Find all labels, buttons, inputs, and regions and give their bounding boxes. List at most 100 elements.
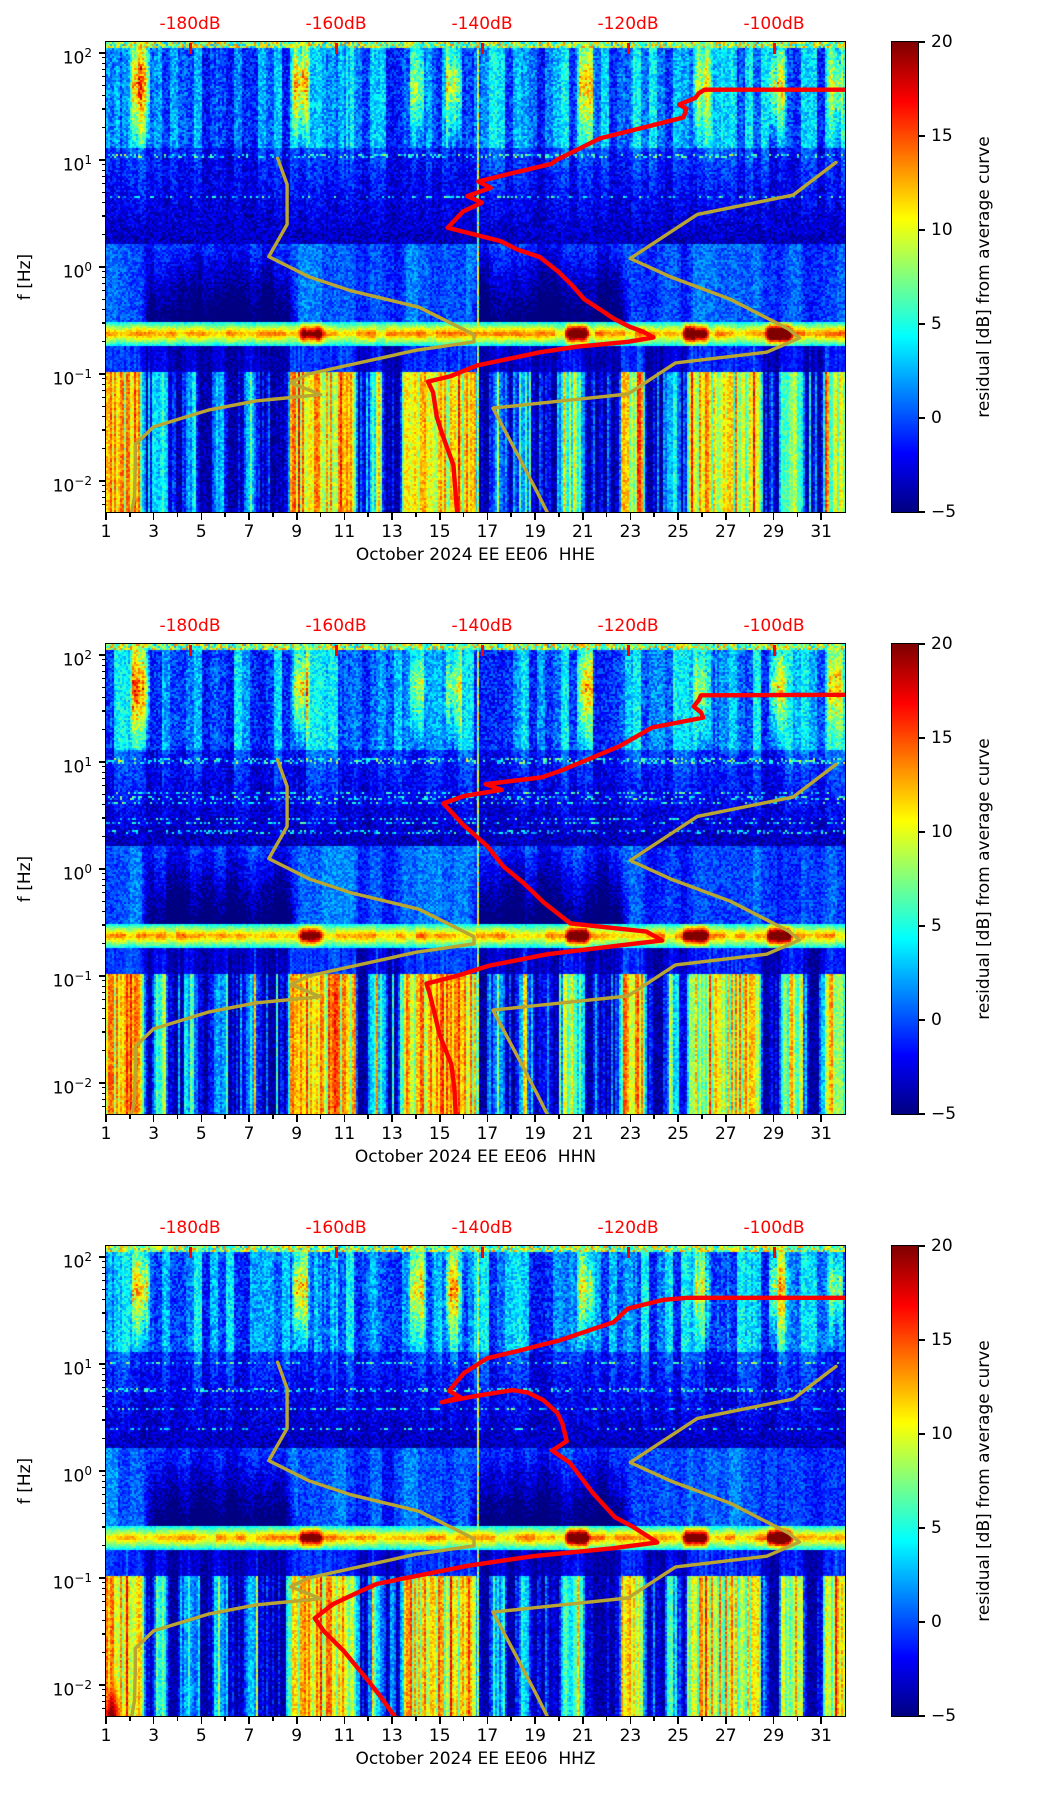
x-tick [295,513,298,520]
y-minor-tick [102,836,106,838]
y-minor-tick [102,169,106,171]
colorbar-tick-label: 0 [931,408,942,428]
x-tick-label: 25 [667,1124,689,1144]
x-tick-label: 27 [714,1124,737,1144]
y-tick-label: 10−2 [52,474,92,497]
top-db-label: -120dB [597,616,659,636]
y-minor-tick [102,127,106,129]
spectrogram-heatmap [106,42,845,512]
y-minor-tick [102,817,106,819]
y-tick-label: 10−1 [52,969,92,992]
y-minor-tick [102,1526,106,1528]
curve-overlay [130,1295,845,1716]
x-tick [629,513,632,520]
y-minor-tick [102,308,106,311]
x-tick [105,1115,107,1122]
top-db-tick [334,1247,338,1258]
x-tick-label: 5 [195,1726,207,1746]
colorbar-tick [919,41,925,43]
x-tick [486,1115,489,1122]
y-minor-tick [102,1050,106,1052]
top-db-label: -100dB [743,616,805,636]
x-tick [653,513,656,517]
colorbar-tick-label: −5 [931,502,957,522]
x-tick-label: 25 [667,1726,689,1746]
y-minor-tick [102,1395,106,1397]
y-minor-tick [102,448,106,450]
curve-overlay [130,87,845,512]
colorbar-tick [919,1621,925,1623]
y-minor-tick [102,201,106,204]
y-minor-tick [102,1652,106,1654]
y-minor-tick [102,1288,106,1290]
spectrogram-heatmap [106,644,845,1114]
y-minor-tick [102,793,106,795]
colorbar-tick [919,1339,925,1341]
x-tick [581,513,584,520]
colorbar-tick-label: 20 [931,1236,953,1256]
top-db-label: -160dB [305,616,367,636]
y-tick-label: 101 [62,755,92,778]
colorbar-tick-label: 15 [931,1330,953,1350]
x-tick-label: 5 [195,522,207,542]
y-minor-tick [102,1700,106,1703]
colorbar-tick-label: 15 [931,728,953,748]
x-tick [129,1115,131,1119]
y-tick-label: 102 [62,1250,92,1273]
x-tick-label: 29 [762,522,785,542]
x-tick [438,1115,441,1122]
x-tick [581,1717,584,1724]
colorbar-tick-label: −5 [931,1104,957,1124]
x-axis-title: October 2024 EE EE06 HHE [355,545,596,565]
x-tick [677,1717,679,1724]
x-tick-label: 19 [524,522,546,542]
y-minor-tick [102,729,106,731]
x-tick [534,1115,536,1122]
x-tick-label: 11 [333,1124,356,1144]
y-minor-tick [102,1272,106,1275]
y-minor-tick [102,1379,106,1382]
top-db-tick [772,1247,776,1258]
x-tick [534,513,536,520]
y-tick-label: 10−2 [52,1678,92,1701]
x-tick-label: 1 [100,522,112,542]
y-minor-tick [102,999,106,1001]
x-tick [772,1717,775,1724]
x-tick [272,513,274,517]
top-db-label: -140dB [451,14,513,34]
y-minor-tick [102,878,106,880]
x-tick [629,1115,632,1122]
x-tick-label: 21 [571,522,594,542]
y-minor-tick [102,1502,106,1504]
x-tick [558,1115,560,1119]
y-tick [99,52,106,54]
x-tick [438,1717,441,1724]
y-minor-tick [102,389,106,392]
x-tick-label: 3 [148,1124,160,1144]
top-db-label: -100dB [743,14,805,34]
y-minor-tick [102,485,106,487]
y-tick [99,1363,106,1365]
y-minor-tick [102,1633,106,1635]
y-minor-tick [102,1387,106,1389]
x-tick [510,513,513,517]
y-minor-tick [102,1419,106,1421]
x-tick-label: 23 [619,1124,642,1144]
x-tick [200,1115,203,1122]
x-tick [796,1717,799,1721]
x-tick [701,1115,703,1119]
y-minor-tick [102,276,106,278]
x-tick-label: 29 [762,1124,785,1144]
y-tick [99,868,106,870]
colorbar-tick [919,1433,925,1435]
x-tick [486,1717,489,1724]
y-minor-tick [102,108,106,110]
x-axis-title: October 2024 EE EE06 HHZ [355,1749,596,1769]
top-db-tick [188,1247,192,1258]
y-minor-tick [102,1512,106,1515]
x-tick [772,513,775,520]
top-db-label: -180dB [159,14,221,34]
colorbar-tick [919,417,925,419]
x-tick [510,1717,513,1721]
colorbar-tick-label: −5 [931,1706,957,1726]
